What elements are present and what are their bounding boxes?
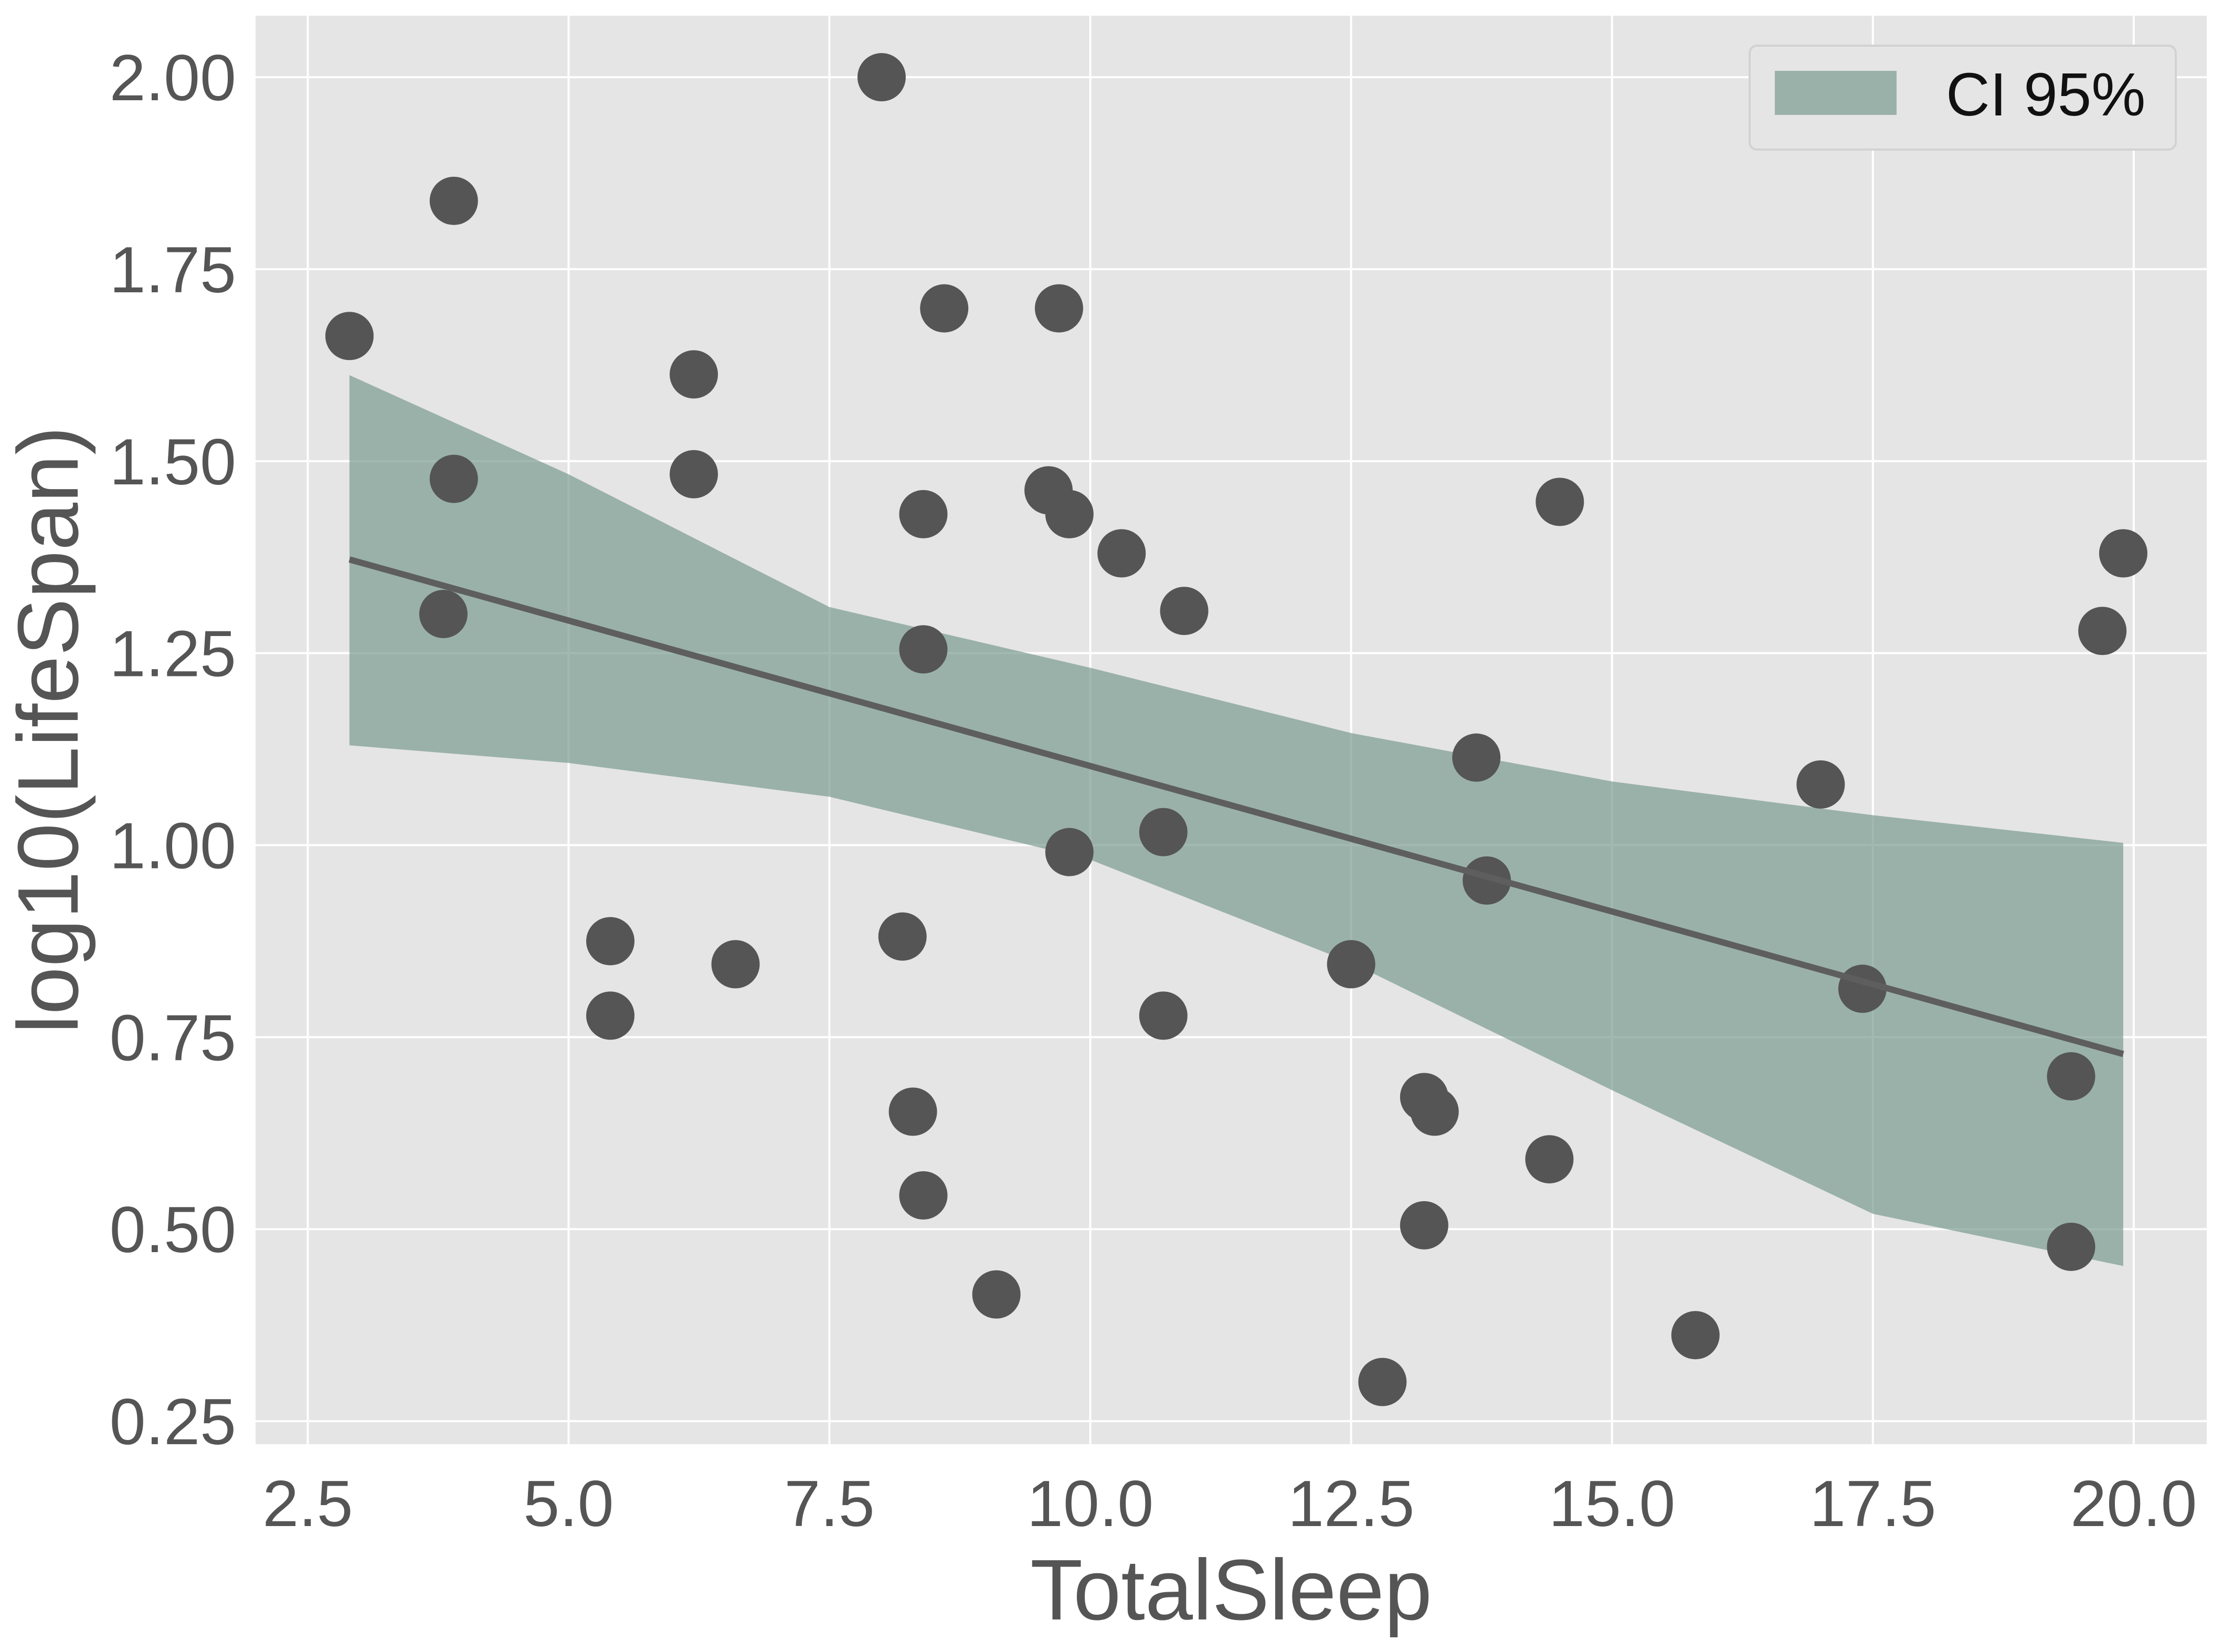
data-point	[586, 991, 634, 1040]
x-tick-label: 10.0	[1027, 1468, 1153, 1540]
y-tick-label: 1.25	[110, 618, 236, 691]
y-tick-labels: 0.25 0.50 0.75 1.00 1.25 1.50 1.75 2.00	[110, 42, 236, 1458]
y-tick-label: 2.00	[110, 42, 236, 114]
legend: CI 95%	[1750, 46, 2176, 150]
x-tick-label: 7.5	[784, 1468, 874, 1540]
y-tick-label: 0.75	[110, 1002, 236, 1074]
y-axis-title: log10(LifeSpan)	[0, 426, 96, 1034]
data-point	[1400, 1201, 1448, 1249]
data-point	[899, 490, 947, 538]
data-point	[1358, 1358, 1406, 1406]
data-point	[899, 625, 947, 673]
data-point	[1097, 529, 1146, 577]
x-tick-label: 17.5	[1809, 1468, 1936, 1540]
data-point	[1671, 1311, 1720, 1359]
data-point	[1536, 478, 1584, 526]
data-point	[858, 53, 906, 101]
data-point	[889, 1087, 937, 1136]
data-point	[1796, 760, 1845, 809]
data-point	[430, 177, 478, 225]
y-tick-label: 1.75	[110, 234, 236, 306]
data-point	[2047, 1052, 2095, 1100]
x-tick-label: 5.0	[523, 1468, 613, 1540]
data-point	[1035, 284, 1083, 333]
data-point	[430, 454, 478, 503]
data-point	[419, 590, 468, 638]
data-point	[1045, 828, 1094, 876]
x-axis-title: TotalSleep	[1030, 1542, 1432, 1638]
y-tick-label: 1.50	[110, 426, 236, 499]
data-point	[1139, 991, 1188, 1040]
chart: 2.5 5.0 7.5 10.0 12.5 15.0 17.5 20.0 0.250.500.…	[0, 0, 2223, 1652]
data-point	[878, 913, 927, 961]
data-point	[1327, 940, 1375, 988]
data-point	[670, 450, 718, 499]
data-point	[1411, 1087, 1459, 1136]
y-tick-label: 1.00	[110, 810, 236, 883]
x-tick-label: 12.5	[1288, 1468, 1414, 1540]
x-tick-label: 20.0	[2070, 1468, 2197, 1540]
data-point	[1045, 490, 1094, 538]
data-point	[712, 940, 760, 988]
data-point	[670, 350, 718, 398]
data-point	[972, 1270, 1021, 1319]
data-point	[1139, 808, 1188, 856]
x-tick-label: 15.0	[1549, 1468, 1675, 1540]
data-point	[1452, 734, 1500, 782]
y-tick-label: 0.25	[110, 1386, 236, 1458]
data-point	[586, 917, 634, 965]
data-point	[1525, 1135, 1573, 1183]
y-tick-label: 0.50	[110, 1194, 236, 1266]
x-tick-labels: 2.5 5.0 7.5 10.0 12.5 15.0 17.5 20.0	[262, 1468, 2197, 1540]
data-point	[325, 312, 374, 360]
data-point	[920, 284, 968, 333]
data-point	[2047, 1223, 2095, 1271]
x-tick-label: 2.5	[262, 1468, 353, 1540]
data-point	[2099, 529, 2147, 577]
data-point	[1160, 587, 1209, 635]
legend-swatch	[1775, 71, 1897, 115]
data-point	[2078, 607, 2126, 655]
legend-label: CI 95%	[1946, 60, 2145, 129]
data-point	[899, 1171, 947, 1220]
